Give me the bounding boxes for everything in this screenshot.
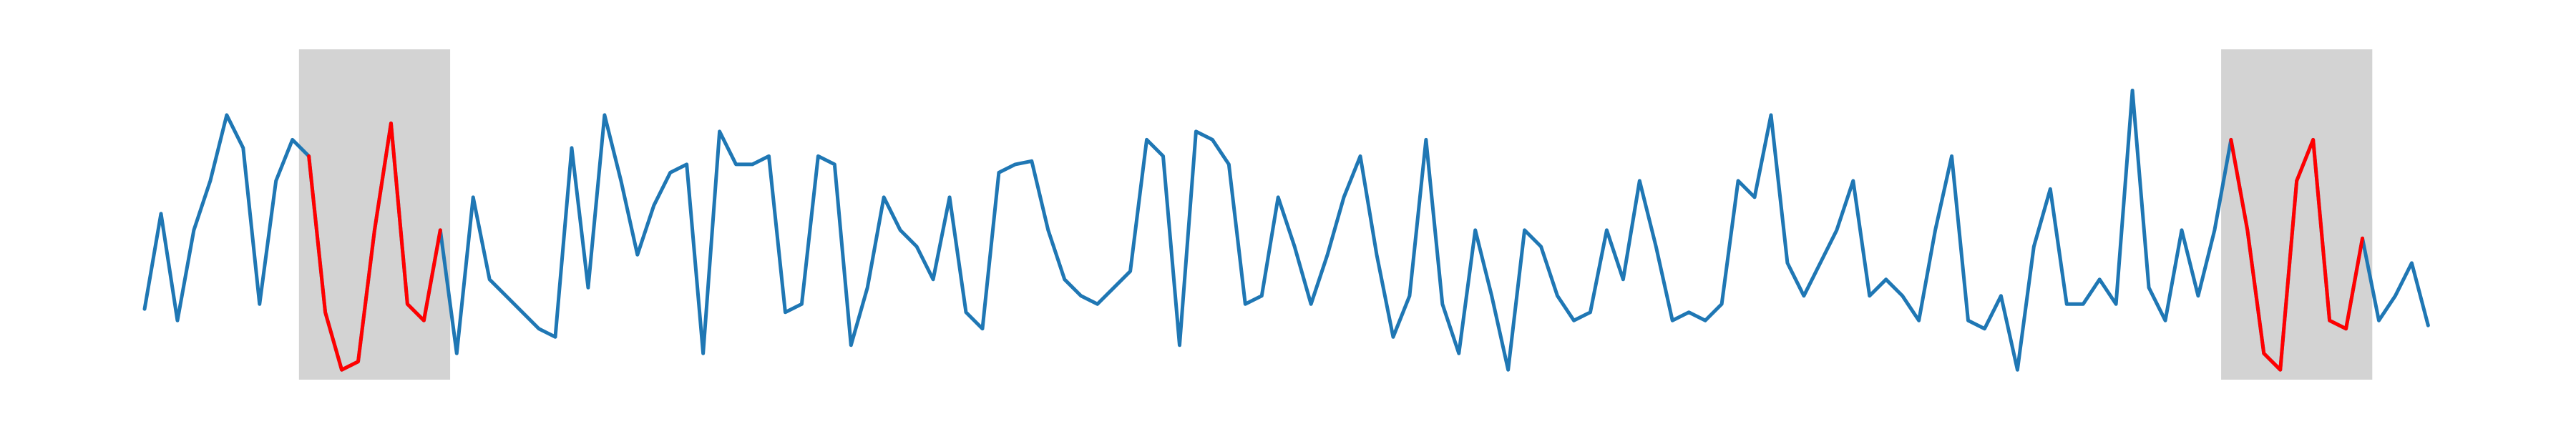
series-line bbox=[2229, 137, 2365, 372]
series-line bbox=[142, 88, 2430, 372]
series-line bbox=[307, 121, 442, 372]
highlight-region bbox=[298, 49, 451, 380]
